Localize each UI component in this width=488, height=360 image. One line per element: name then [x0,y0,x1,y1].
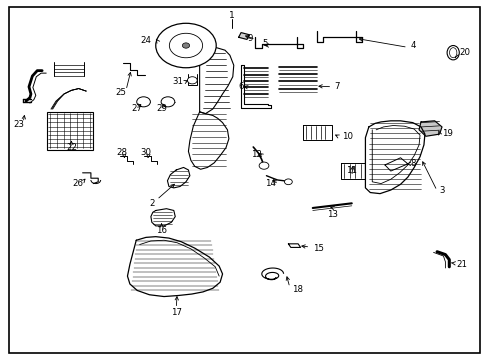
Circle shape [161,97,174,107]
Circle shape [156,23,216,68]
Text: 10: 10 [341,132,352,141]
Text: 3: 3 [439,186,444,195]
Text: 1: 1 [229,11,235,20]
Text: 29: 29 [156,104,167,113]
Text: 13: 13 [326,211,337,220]
Text: 22: 22 [66,143,77,152]
Polygon shape [188,112,228,169]
Text: 30: 30 [140,148,151,157]
Polygon shape [418,121,441,136]
Text: 18: 18 [292,285,303,294]
Ellipse shape [446,45,458,60]
Text: 19: 19 [441,129,452,138]
Polygon shape [151,209,175,226]
Polygon shape [340,163,365,179]
Text: 2: 2 [149,199,154,208]
Text: 14: 14 [264,179,276,188]
Text: 5: 5 [262,39,267,48]
Text: 16: 16 [156,226,167,235]
Text: 4: 4 [409,41,415,50]
Text: 26: 26 [72,179,83,188]
Ellipse shape [448,48,456,58]
Polygon shape [303,126,331,140]
Text: 23: 23 [14,120,25,129]
Circle shape [187,77,197,84]
Circle shape [169,33,202,58]
Text: 7: 7 [334,82,340,91]
Text: 27: 27 [131,104,142,113]
Text: 21: 21 [456,260,467,269]
Text: 25: 25 [115,87,126,96]
Text: 12: 12 [250,150,261,159]
Bar [47,112,93,149]
Text: 9: 9 [247,34,253,43]
Polygon shape [127,237,222,297]
Polygon shape [167,167,189,188]
Text: 8: 8 [409,159,415,168]
Circle shape [182,43,189,48]
Text: 15: 15 [312,244,323,253]
Circle shape [137,97,150,107]
Polygon shape [384,158,407,171]
Circle shape [284,179,292,185]
Circle shape [259,162,268,169]
Text: 24: 24 [141,36,152,45]
Text: 17: 17 [170,308,182,317]
Polygon shape [199,47,233,114]
Text: 20: 20 [458,48,469,57]
Polygon shape [365,121,424,194]
Text: 6: 6 [238,82,243,91]
Text: 11: 11 [346,166,357,175]
Polygon shape [238,33,249,40]
Text: 28: 28 [116,148,127,157]
Text: 31: 31 [172,77,183,86]
